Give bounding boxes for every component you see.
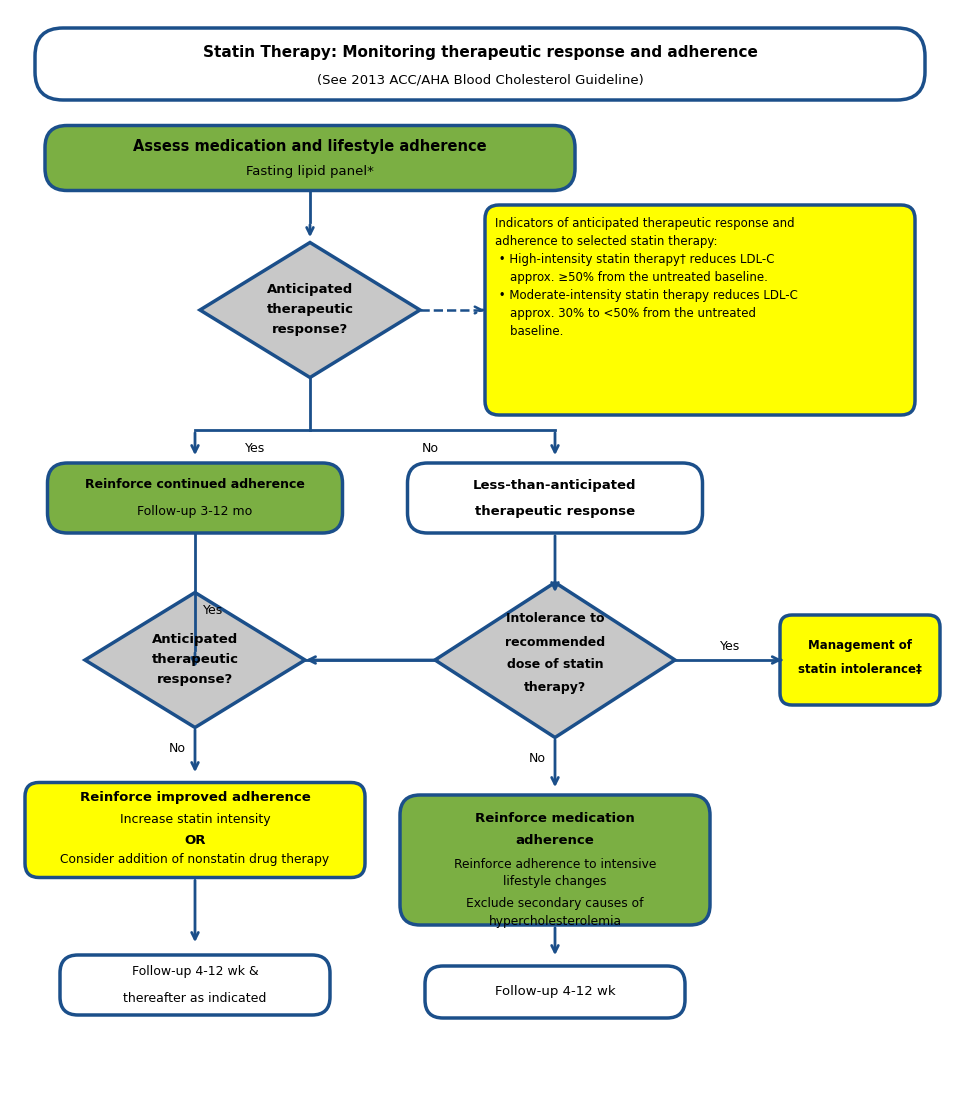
Text: response?: response?: [272, 323, 348, 337]
Text: dose of statin: dose of statin: [507, 658, 603, 671]
Text: No: No: [421, 442, 439, 454]
Text: (See 2013 ACC/AHA Blood Cholesterol Guideline): (See 2013 ACC/AHA Blood Cholesterol Guid…: [317, 74, 643, 86]
Text: Yes: Yes: [720, 639, 740, 652]
Text: thereafter as indicated: thereafter as indicated: [123, 991, 267, 1005]
Polygon shape: [200, 243, 420, 377]
Text: lifestyle changes: lifestyle changes: [503, 875, 607, 888]
FancyBboxPatch shape: [45, 125, 575, 190]
Text: Increase statin intensity: Increase statin intensity: [120, 814, 271, 827]
Text: Reinforce adherence to intensive: Reinforce adherence to intensive: [454, 858, 657, 872]
FancyBboxPatch shape: [25, 782, 365, 877]
Text: Consider addition of nonstatin drug therapy: Consider addition of nonstatin drug ther…: [60, 854, 329, 866]
Polygon shape: [85, 592, 305, 727]
Text: Reinforce continued adherence: Reinforce continued adherence: [85, 479, 305, 491]
Text: Assess medication and lifestyle adherence: Assess medication and lifestyle adherenc…: [133, 139, 487, 153]
Text: No: No: [169, 743, 185, 755]
Text: therapy?: therapy?: [524, 681, 587, 695]
Text: Follow-up 4-12 wk: Follow-up 4-12 wk: [494, 986, 615, 998]
Text: Statin Therapy: Monitoring therapeutic response and adherence: Statin Therapy: Monitoring therapeutic r…: [203, 45, 757, 59]
Text: therapeutic: therapeutic: [152, 653, 238, 667]
Text: Follow-up 4-12 wk &: Follow-up 4-12 wk &: [132, 966, 258, 978]
Text: Anticipated: Anticipated: [267, 283, 353, 297]
Text: Exclude secondary causes of: Exclude secondary causes of: [467, 897, 644, 911]
Text: Reinforce improved adherence: Reinforce improved adherence: [80, 791, 310, 805]
Text: OR: OR: [184, 834, 205, 846]
Text: Less-than-anticipated: Less-than-anticipated: [473, 479, 636, 491]
Polygon shape: [435, 583, 675, 737]
Text: statin intolerance‡: statin intolerance‡: [798, 664, 922, 677]
FancyBboxPatch shape: [425, 966, 685, 1018]
Text: Reinforce medication: Reinforce medication: [475, 811, 635, 825]
Text: recommended: recommended: [505, 636, 605, 649]
Text: Follow-up 3-12 mo: Follow-up 3-12 mo: [137, 505, 252, 517]
Text: adherence: adherence: [516, 834, 594, 846]
Text: Yes: Yes: [245, 442, 265, 454]
Text: Management of: Management of: [808, 639, 912, 651]
FancyBboxPatch shape: [60, 955, 330, 1015]
FancyBboxPatch shape: [407, 463, 703, 533]
Text: Yes: Yes: [203, 603, 223, 617]
FancyBboxPatch shape: [400, 794, 710, 925]
Text: Fasting lipid panel*: Fasting lipid panel*: [246, 164, 374, 178]
Text: hypercholesterolemia: hypercholesterolemia: [489, 915, 621, 929]
Text: No: No: [529, 752, 545, 765]
FancyBboxPatch shape: [47, 463, 343, 533]
Text: therapeutic: therapeutic: [267, 303, 353, 317]
Text: Indicators of anticipated therapeutic response and
adherence to selected statin : Indicators of anticipated therapeutic re…: [495, 217, 798, 338]
FancyBboxPatch shape: [780, 615, 940, 705]
FancyBboxPatch shape: [485, 205, 915, 415]
Text: response?: response?: [156, 674, 233, 686]
FancyBboxPatch shape: [35, 28, 925, 100]
Text: Intolerance to: Intolerance to: [506, 611, 604, 624]
Text: Anticipated: Anticipated: [152, 633, 238, 647]
Text: therapeutic response: therapeutic response: [475, 505, 636, 517]
